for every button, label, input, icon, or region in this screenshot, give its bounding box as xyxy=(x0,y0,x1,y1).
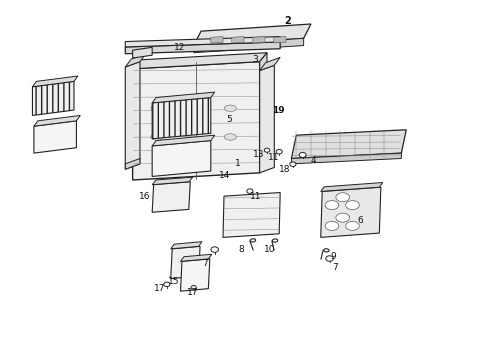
Ellipse shape xyxy=(324,249,329,252)
Polygon shape xyxy=(125,62,140,169)
Polygon shape xyxy=(34,121,76,153)
Polygon shape xyxy=(253,37,265,43)
Polygon shape xyxy=(152,182,190,212)
Text: 14: 14 xyxy=(219,171,230,180)
Polygon shape xyxy=(152,92,215,103)
Polygon shape xyxy=(223,193,280,237)
Polygon shape xyxy=(152,135,215,146)
Circle shape xyxy=(299,152,306,157)
Text: 16: 16 xyxy=(139,192,150,201)
Polygon shape xyxy=(260,65,274,173)
Ellipse shape xyxy=(336,193,349,202)
Ellipse shape xyxy=(151,134,163,140)
Text: 11: 11 xyxy=(250,192,262,201)
Ellipse shape xyxy=(325,201,339,210)
Text: 11: 11 xyxy=(268,153,279,162)
Text: 9: 9 xyxy=(330,252,336,261)
Ellipse shape xyxy=(336,213,349,222)
Text: 3: 3 xyxy=(252,55,258,64)
Polygon shape xyxy=(180,259,210,291)
Polygon shape xyxy=(321,187,381,237)
Polygon shape xyxy=(133,47,152,58)
Text: 4: 4 xyxy=(311,156,316,165)
Ellipse shape xyxy=(224,105,237,112)
Polygon shape xyxy=(274,37,286,43)
Text: 10: 10 xyxy=(264,246,275,255)
Circle shape xyxy=(164,282,170,287)
Polygon shape xyxy=(171,246,200,279)
Text: 17: 17 xyxy=(154,284,165,293)
Text: 5: 5 xyxy=(226,114,232,123)
Ellipse shape xyxy=(345,201,359,210)
Text: 7: 7 xyxy=(202,259,208,268)
Polygon shape xyxy=(211,37,223,43)
Text: 13: 13 xyxy=(253,150,265,159)
Polygon shape xyxy=(125,37,280,47)
Polygon shape xyxy=(171,242,202,249)
Ellipse shape xyxy=(224,134,237,140)
Text: 12: 12 xyxy=(174,43,186,52)
Text: 18: 18 xyxy=(279,166,291,175)
Ellipse shape xyxy=(250,239,256,242)
Polygon shape xyxy=(125,42,280,54)
Ellipse shape xyxy=(272,239,278,242)
Circle shape xyxy=(290,162,296,166)
Text: 17: 17 xyxy=(187,288,198,297)
Polygon shape xyxy=(133,62,260,180)
Polygon shape xyxy=(232,37,244,43)
Polygon shape xyxy=(133,53,267,69)
Text: 6: 6 xyxy=(357,216,363,225)
Polygon shape xyxy=(321,183,383,192)
Polygon shape xyxy=(32,81,74,116)
Ellipse shape xyxy=(151,105,163,112)
Polygon shape xyxy=(152,177,193,185)
Text: 15: 15 xyxy=(169,276,180,285)
Ellipse shape xyxy=(325,221,339,230)
Polygon shape xyxy=(34,116,80,126)
Text: 19: 19 xyxy=(272,105,285,114)
Polygon shape xyxy=(194,24,311,45)
Ellipse shape xyxy=(345,221,359,230)
Polygon shape xyxy=(260,57,280,71)
Polygon shape xyxy=(125,54,146,67)
Text: 1: 1 xyxy=(235,159,241,168)
Circle shape xyxy=(276,149,282,154)
Circle shape xyxy=(326,256,333,261)
Circle shape xyxy=(247,189,253,193)
Circle shape xyxy=(191,285,196,289)
Polygon shape xyxy=(194,39,304,53)
Circle shape xyxy=(211,247,219,252)
Text: 8: 8 xyxy=(238,246,244,255)
Polygon shape xyxy=(152,98,211,139)
Polygon shape xyxy=(32,76,78,87)
Polygon shape xyxy=(152,140,211,176)
Polygon shape xyxy=(260,53,267,173)
Polygon shape xyxy=(292,153,401,164)
Text: 2: 2 xyxy=(285,17,292,27)
Polygon shape xyxy=(292,130,406,158)
Polygon shape xyxy=(125,158,140,169)
Text: 7: 7 xyxy=(333,264,338,273)
Circle shape xyxy=(264,148,270,152)
Polygon shape xyxy=(180,254,212,261)
